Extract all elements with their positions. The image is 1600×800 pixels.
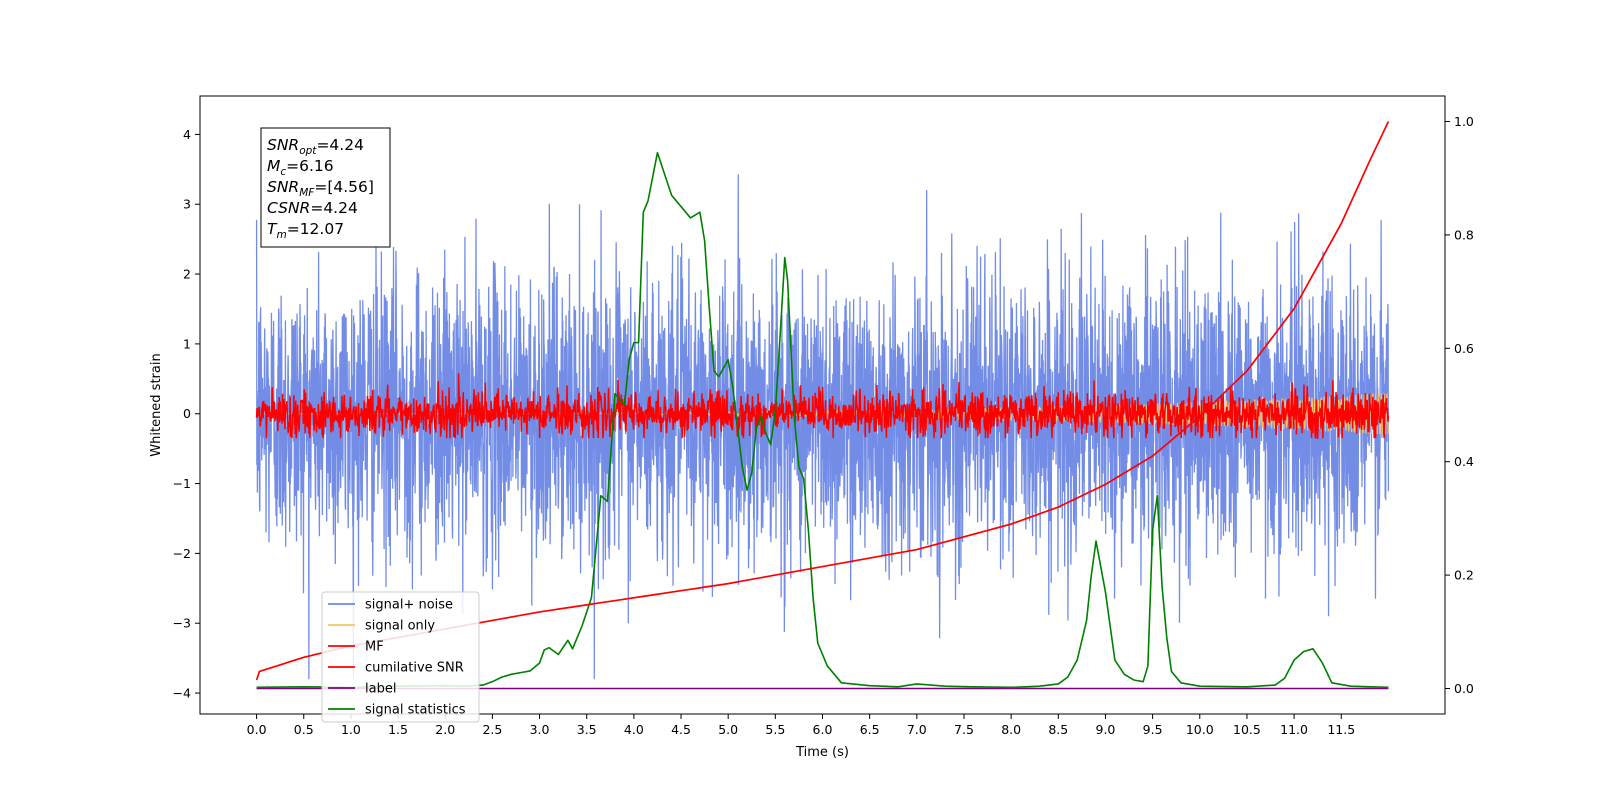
x-tick-label: 2.0 [435, 722, 455, 737]
y-tick-label: 2 [183, 267, 191, 282]
x-tick-label: 9.0 [1096, 722, 1116, 737]
x-tick-label: 5.0 [718, 722, 738, 737]
x-tick-label: 8.0 [1001, 722, 1021, 737]
x-tick-label: 10.0 [1186, 722, 1214, 737]
x-tick-label: 1.0 [341, 722, 361, 737]
x-axis: 0.0 0.5 1.0 1.5 2.0 2.5 3.0 3.5 4.0 4.5 5.0 5.5 6.0 6… [247, 714, 1355, 737]
y2-tick-label: 0.6 [1454, 341, 1474, 356]
info-line: CSNR=4.24 [267, 199, 358, 217]
legend-label: cumilative SNR [365, 661, 464, 676]
y2-tick-label: 0.4 [1454, 454, 1474, 469]
legend-label: signal statistics [365, 703, 466, 718]
y2-tick-label: 0.2 [1454, 568, 1474, 583]
series-signal-statistics-line [256, 151, 1389, 689]
info-line: SNRMF=[4.56] [267, 178, 374, 199]
legend-label: signal+ noise [365, 598, 453, 613]
x-tick-label: 0.0 [247, 722, 267, 737]
x-tick-label: 11.5 [1327, 722, 1355, 737]
x-tick-label: 1.5 [388, 722, 408, 737]
legend-frame [321, 591, 480, 723]
x-tick-label: 2.5 [482, 722, 502, 737]
y2-tick-label: 0.8 [1454, 227, 1474, 242]
y-tick-label: −3 [173, 616, 191, 631]
x-tick-label: 9.5 [1143, 722, 1163, 737]
y-tick-label: −4 [173, 686, 191, 701]
x-tick-label: 11.0 [1280, 722, 1308, 737]
y-axis-label: Whitened strain [149, 353, 164, 456]
y-tick-label: −1 [173, 476, 191, 491]
y-tick-label: 0 [183, 406, 191, 421]
info-box-frame [260, 127, 391, 248]
x-tick-label: 6.5 [860, 722, 880, 737]
x-tick-label: 3.0 [530, 722, 550, 737]
x-tick-label: 8.5 [1048, 722, 1068, 737]
x-tick-label: 6.0 [813, 722, 833, 737]
legend-label: signal only [365, 619, 435, 634]
x-tick-label: 0.5 [294, 722, 314, 737]
y2-tick-label: 1.0 [1454, 114, 1474, 129]
y2-tick-label: 0.0 [1454, 681, 1474, 696]
x-tick-label: 7.0 [907, 722, 927, 737]
legend: signal+ noise signal only MF cumilative SNR… [321, 591, 480, 723]
y-tick-label: −2 [173, 546, 191, 561]
x-axis-label: Time (s) [795, 745, 849, 760]
info-line: Mc=6.16 [267, 157, 334, 178]
x-tick-label: 7.5 [954, 722, 974, 737]
y-axis-left: −4 −3 −2 −1 0 1 2 3 4 [173, 127, 200, 701]
y-tick-label: 1 [183, 336, 191, 351]
x-tick-label: 5.5 [765, 722, 785, 737]
x-tick-label: 4.0 [624, 722, 644, 737]
x-tick-label: 10.5 [1233, 722, 1261, 737]
x-tick-label: 3.5 [577, 722, 597, 737]
info-line: SNRopt=4.24 [267, 136, 364, 157]
info-line: Tm=12.07 [267, 220, 344, 241]
legend-label: label [365, 682, 396, 697]
y-tick-label: 3 [183, 197, 191, 212]
legend-label: MF [365, 640, 384, 655]
y-tick-label: 4 [183, 127, 191, 142]
x-tick-label: 4.5 [671, 722, 691, 737]
y-axis-right: 0.0 0.2 0.4 0.6 0.8 1.0 [1445, 114, 1474, 696]
